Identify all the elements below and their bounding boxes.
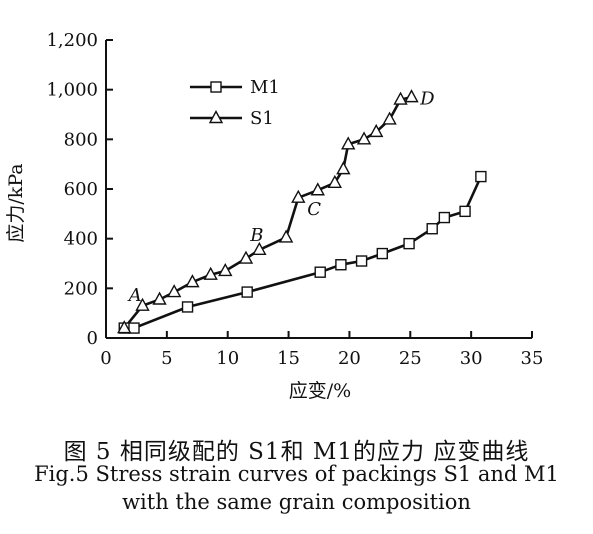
- data-point-s1: [393, 91, 408, 105]
- data-point-s1: [185, 274, 200, 288]
- point-label: D: [419, 89, 435, 110]
- series-line-s1: [123, 95, 412, 329]
- x-tick-label: 25: [399, 348, 422, 369]
- y-tick-label: 600: [64, 179, 98, 200]
- data-point-s1: [238, 250, 254, 264]
- series-markers: [117, 89, 487, 334]
- axes: [105, 39, 533, 339]
- data-point-s1: [135, 297, 150, 311]
- caption-english-line2: with the same grain composition: [122, 490, 471, 514]
- data-point-m1: [376, 247, 388, 260]
- x-axis-label: 应变/%: [289, 380, 351, 402]
- y-tick-label: 200: [64, 278, 98, 299]
- legend-marker-m1: [210, 81, 222, 93]
- data-point-s1: [278, 229, 294, 243]
- data-point-s1: [327, 174, 343, 188]
- data-point-s1: [382, 111, 397, 125]
- data-point-s1: [356, 131, 372, 145]
- tick-labels: 0 5 10 15 20 25 30 35 0 200 400 600 800 1,000 1,200: [46, 30, 543, 369]
- data-point-s1: [117, 320, 132, 334]
- data-point-m1: [355, 255, 368, 267]
- x-tick-label: 0: [100, 348, 111, 369]
- data-point-s1: [203, 266, 218, 280]
- data-point-m1: [426, 223, 438, 235]
- data-point-m1: [438, 211, 451, 224]
- annotations: A B C D: [127, 89, 435, 306]
- y-tick-label: 1,000: [46, 80, 98, 101]
- y-axis-label: 应力/kPa: [5, 163, 27, 242]
- data-point-s1: [369, 123, 384, 138]
- data-point-m1: [403, 237, 415, 250]
- x-tick-label: 10: [216, 348, 239, 369]
- y-tick-label: 400: [64, 229, 98, 250]
- data-point-m1: [241, 286, 253, 298]
- x-tick-label: 30: [460, 348, 483, 369]
- data-point-s1: [404, 89, 419, 103]
- data-point-s1: [341, 136, 356, 150]
- data-point-s1: [218, 262, 233, 277]
- data-point-s1: [310, 182, 325, 196]
- caption-english-line1: Fig.5 Stress strain curves of packings S…: [34, 462, 559, 486]
- caption-chinese: 图 5 相同级配的 S1和 M1的应力 应变曲线: [63, 439, 530, 465]
- data-point-s1: [336, 161, 351, 175]
- x-tick-label: 20: [338, 348, 361, 369]
- data-point-m1: [181, 301, 194, 313]
- y-tick-label: 0: [87, 328, 98, 349]
- data-point-s1: [166, 284, 182, 298]
- x-tick-label: 5: [161, 348, 172, 369]
- data-point-m1: [314, 266, 326, 278]
- point-label: A: [127, 285, 142, 306]
- data-point-m1: [128, 322, 140, 334]
- y-tick-label: 1,200: [46, 30, 98, 51]
- data-point-m1: [475, 170, 487, 183]
- legend-label-m1: M1: [250, 77, 280, 98]
- x-tick-label: 35: [521, 348, 544, 369]
- point-label: B: [249, 225, 263, 246]
- data-point-s1: [152, 291, 167, 305]
- data-point-s1: [252, 241, 267, 256]
- stress-strain-chart: 0 5 10 15 20 25 30 35 0 200 400 600 800 1,000 1,200 A B…: [5, 30, 543, 402]
- x-tick-label: 15: [277, 348, 300, 369]
- point-label: C: [307, 199, 321, 220]
- legend-label-s1: S1: [250, 108, 274, 129]
- legend-marker-s1: [208, 110, 224, 124]
- data-point-m1: [335, 259, 347, 271]
- data-point-s1: [291, 189, 306, 203]
- y-tick-label: 800: [64, 129, 98, 150]
- data-point-m1: [459, 205, 471, 218]
